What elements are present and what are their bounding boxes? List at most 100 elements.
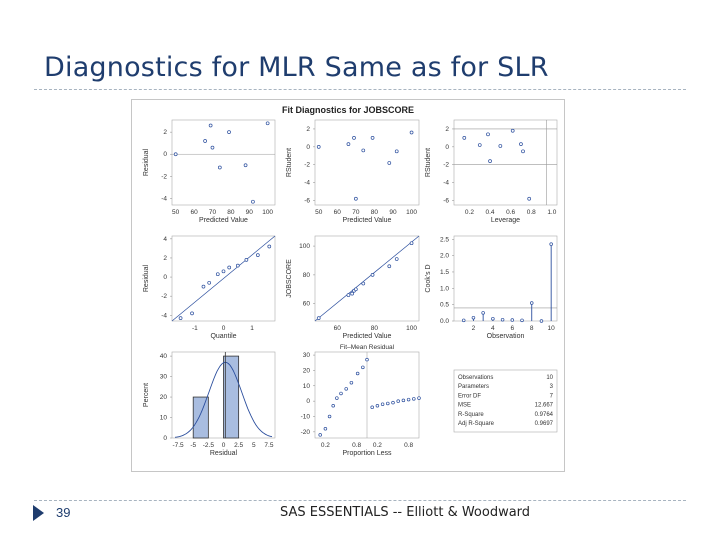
y-tick-label: 2.0: [440, 253, 449, 260]
y-tick-label: 20: [160, 394, 168, 401]
stats-value: 0.9764: [535, 412, 554, 418]
fit-mean-point: [335, 396, 339, 400]
fit-mean-point: [344, 387, 348, 391]
residual-spread-point: [412, 397, 416, 401]
y-axis-label: RStudent: [425, 148, 432, 177]
panel-title: Fit–Mean Residual: [340, 344, 395, 351]
data-point: [243, 163, 248, 168]
data-point: [510, 128, 515, 133]
fit-mean-point: [361, 365, 365, 370]
data-point: [201, 284, 206, 289]
x-tick-label: 80: [227, 209, 235, 216]
cooks-d-point: [529, 301, 534, 305]
y-tick-label: 0: [306, 144, 310, 151]
data-point: [251, 199, 255, 204]
residual-spread-point: [396, 399, 400, 403]
x-tick-label: 0.8: [404, 442, 413, 449]
fit-mean-point: [349, 380, 354, 385]
panel-rstudent-vs-predicted: 50 60 70 80 90 100 2 0 -2 -4 -6 Predicted Value RStu…: [286, 119, 420, 224]
x-tick-label: 50: [315, 209, 323, 216]
data-point: [488, 159, 492, 164]
data-point: [486, 132, 490, 137]
data-point: [221, 269, 226, 274]
data-point: [173, 152, 178, 157]
plot-area: [453, 119, 558, 206]
cooks-d-point: [549, 242, 553, 246]
fit-mean-point: [355, 371, 360, 376]
y-tick-label: 10: [160, 415, 168, 422]
y-axis-label: Percent: [143, 383, 150, 407]
y-tick-label: 10: [303, 383, 311, 390]
data-point: [370, 273, 375, 277]
data-point: [217, 165, 222, 170]
plot-area: [453, 235, 558, 322]
residual-spread-point: [406, 397, 411, 402]
data-point: [346, 293, 351, 297]
y-tick-label: -2: [161, 293, 167, 300]
y-tick-label: -2: [161, 173, 167, 180]
data-point: [354, 287, 358, 292]
stats-value: 12.667: [535, 403, 554, 409]
x-tick-label: 90: [389, 209, 397, 216]
cooks-d-point: [491, 316, 495, 321]
x-tick-label: 100: [406, 209, 417, 216]
x-tick-label: 10: [548, 325, 556, 332]
x-tick-label: 0.2: [321, 442, 330, 449]
y-tick-label: -4: [161, 312, 167, 319]
y-tick-label: 0.0: [440, 318, 449, 325]
stats-value: 7: [550, 393, 554, 399]
y-tick-label: 1.0: [440, 285, 449, 292]
x-tick-label: 100: [406, 325, 417, 332]
x-tick-label: 50: [172, 209, 180, 216]
residual-spread-point: [370, 405, 374, 410]
x-axis-label: Residual: [210, 450, 238, 457]
data-point: [361, 148, 366, 153]
y-tick-label: -4: [443, 180, 449, 187]
x-tick-label: 6: [510, 325, 514, 332]
data-point: [227, 130, 231, 134]
x-tick-label: 90: [246, 209, 254, 216]
data-point: [265, 121, 270, 126]
x-tick-label: 0: [222, 325, 226, 332]
plot-area: [314, 119, 420, 206]
data-point: [208, 123, 213, 128]
y-tick-label: 0: [306, 398, 310, 405]
y-tick-label: 0.5: [440, 302, 449, 309]
data-point: [521, 149, 525, 154]
y-tick-label: 2: [445, 126, 449, 133]
data-point: [462, 136, 467, 140]
plot-area: [314, 235, 420, 322]
histogram-bar: [223, 355, 240, 439]
data-point: [244, 258, 249, 262]
y-tick-label: -20: [301, 429, 311, 436]
footer-text: SAS ESSENTIALS -- Elliott & Woodward: [280, 505, 531, 520]
fit-mean-point: [318, 433, 322, 437]
fit-mean-point: [365, 357, 369, 362]
panel-cooks-d: 2 4 6 8 10 2.5 2.0 1.5 1.0 0.5 0.0 Observation Cook'…: [425, 235, 558, 340]
data-point: [227, 265, 232, 270]
y-tick-label: 20: [303, 367, 311, 374]
data-point: [394, 149, 399, 154]
y-tick-label: 2: [306, 126, 310, 133]
y-tick-label: 1.5: [440, 269, 449, 276]
fit-mean-point: [327, 414, 332, 419]
y-tick-label: 80: [303, 272, 311, 279]
cooks-d-point: [500, 317, 505, 322]
stats-label: R-Square: [458, 412, 484, 418]
data-point: [255, 253, 260, 257]
x-tick-label: 1.0: [547, 209, 556, 216]
x-tick-label: 80: [371, 325, 379, 332]
data-point: [352, 136, 356, 140]
y-tick-label: 0: [163, 435, 167, 442]
x-tick-label: 1: [250, 325, 254, 332]
slide-number: 39: [56, 505, 71, 520]
x-tick-label: 5: [252, 442, 256, 449]
data-point: [210, 145, 215, 150]
x-tick-label: -7.5: [172, 442, 184, 449]
data-point: [527, 196, 532, 201]
y-axis-label: JOBSCORE: [286, 259, 293, 298]
x-tick-label: 8: [530, 325, 534, 332]
panel-residual-histogram: -7.5 -5 -2.5 0 2.5 5 7.5403020100ResidualPerce…: [143, 351, 276, 457]
data-point: [316, 144, 321, 149]
